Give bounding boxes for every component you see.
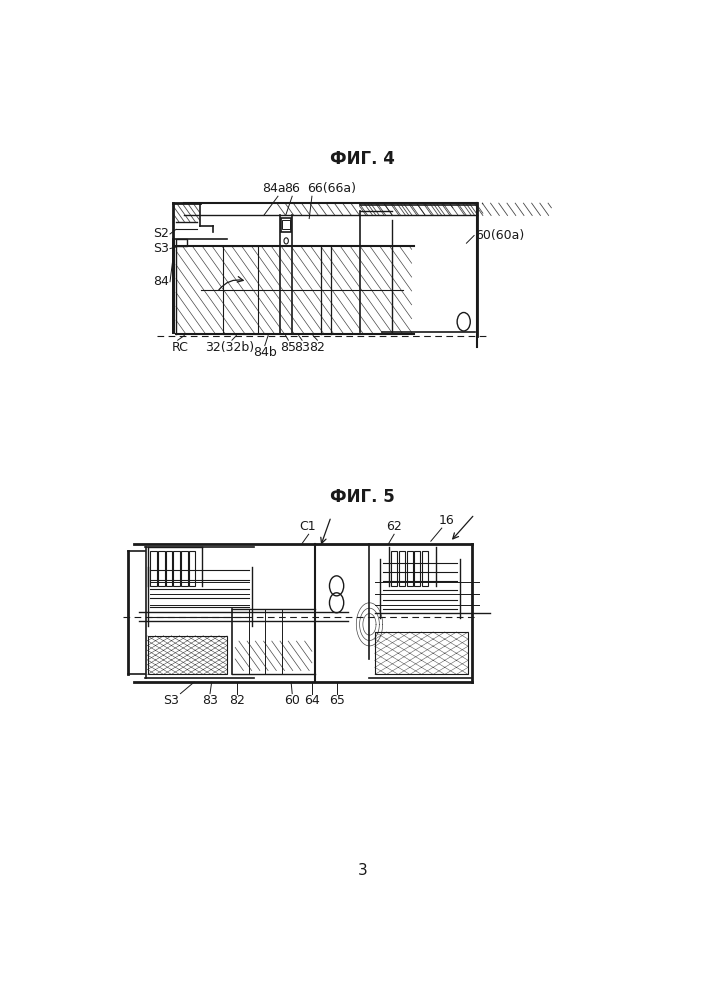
Bar (165, 551, 173, 586)
Text: ФИГ. 4: ФИГ. 4 (330, 149, 395, 167)
Text: 32(32b): 32(32b) (205, 341, 255, 354)
Bar (158, 551, 165, 586)
Text: 84a: 84a (262, 182, 286, 195)
Text: 3: 3 (358, 863, 367, 878)
Bar (399, 551, 405, 586)
Text: ФИГ. 5: ФИГ. 5 (330, 488, 395, 506)
Text: 82: 82 (310, 341, 325, 354)
Text: 84: 84 (153, 275, 170, 288)
Bar (414, 551, 421, 586)
Text: 84b: 84b (253, 346, 276, 359)
Bar (173, 551, 180, 586)
Bar (375, 632, 468, 674)
Text: 60: 60 (284, 694, 300, 707)
Bar (151, 551, 157, 586)
Text: S3: S3 (153, 242, 170, 255)
Bar (176, 239, 187, 246)
Text: RC: RC (172, 341, 189, 354)
Text: 85: 85 (281, 341, 296, 354)
Text: 83: 83 (202, 694, 218, 707)
Text: 86: 86 (284, 182, 300, 195)
Text: 66(66a): 66(66a) (308, 182, 356, 195)
Text: C1: C1 (299, 520, 316, 533)
Bar (189, 551, 195, 586)
Bar (223, 246, 258, 334)
Text: 62: 62 (386, 520, 402, 533)
Bar (392, 551, 397, 586)
Bar (148, 636, 227, 674)
Text: 64: 64 (304, 694, 320, 707)
Bar (281, 218, 291, 232)
Text: S3: S3 (163, 694, 179, 707)
Bar (181, 551, 187, 586)
Text: 83: 83 (294, 341, 310, 354)
Bar (407, 551, 413, 586)
Text: S2: S2 (153, 227, 170, 240)
Bar (282, 220, 290, 229)
Text: 60(60a): 60(60a) (474, 229, 524, 242)
Bar (422, 551, 428, 586)
Text: 16: 16 (439, 514, 455, 527)
Text: 82: 82 (230, 694, 245, 707)
Text: 65: 65 (329, 694, 344, 707)
